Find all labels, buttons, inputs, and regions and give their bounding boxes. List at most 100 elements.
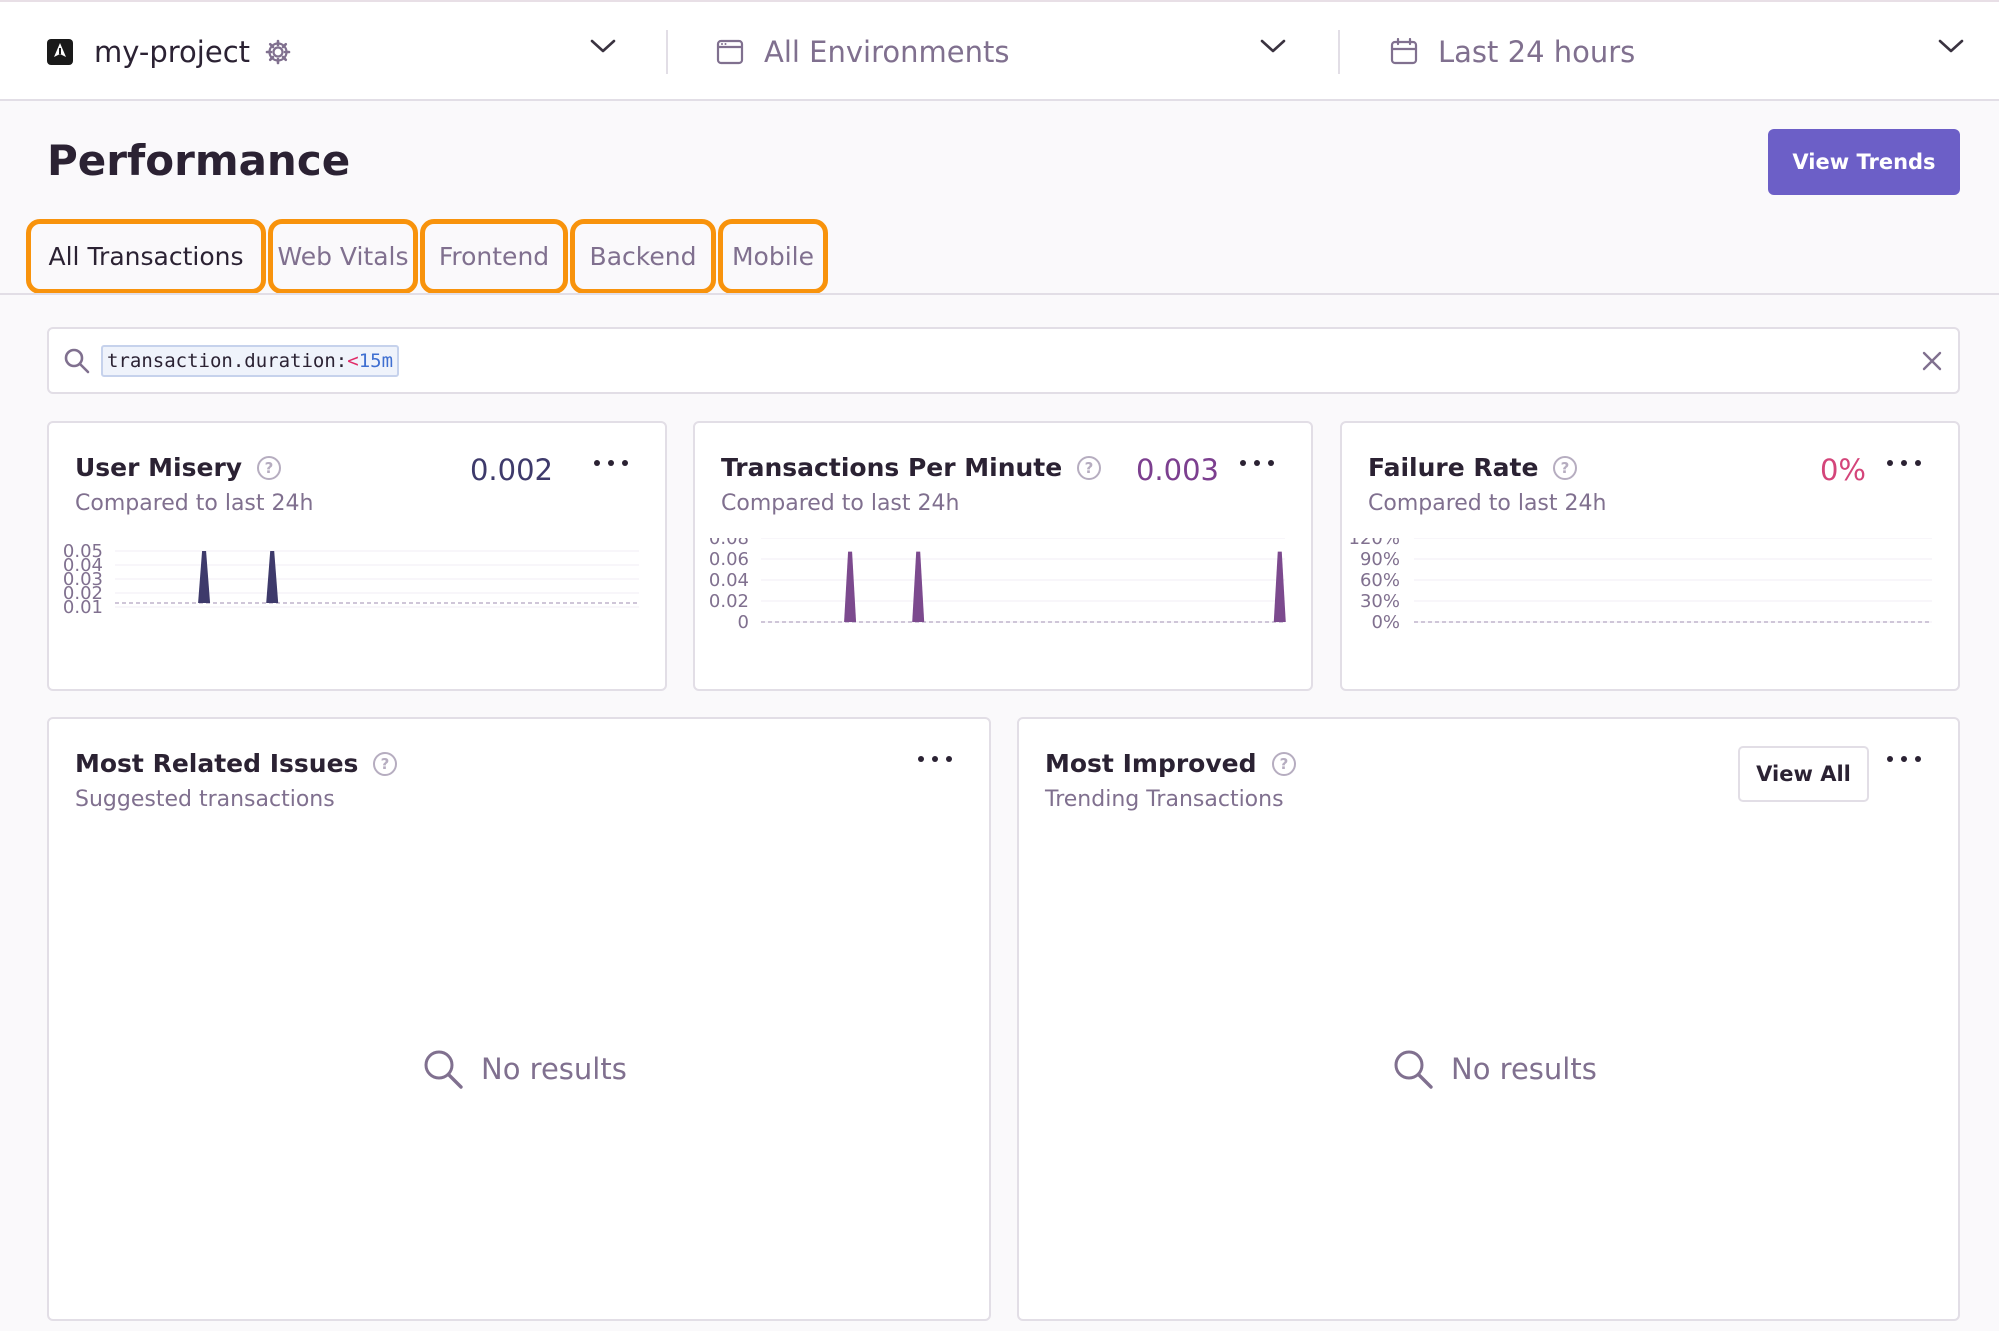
empty-state-text: No results bbox=[481, 1052, 627, 1086]
y-tick-label: 30% bbox=[1360, 591, 1400, 612]
y-tick-label: 0% bbox=[1371, 612, 1400, 633]
search-token-operator: < bbox=[347, 350, 359, 372]
most-related-issues-title: Most Related Issues bbox=[75, 749, 359, 778]
global-filter-bar: my-project All Environments Last 24 hour… bbox=[0, 0, 1999, 101]
failure-rate-value: 0% bbox=[1819, 453, 1866, 487]
tab-frontend[interactable]: Frontend bbox=[420, 219, 568, 294]
view-all-button[interactable]: View All bbox=[1738, 746, 1869, 802]
card-title: Most Related Issues ? bbox=[75, 749, 398, 778]
page-title: Performance bbox=[47, 136, 351, 185]
most-improved-card: Most Improved ? Trending Transactions Vi… bbox=[1017, 717, 1960, 1321]
series-spike bbox=[266, 551, 279, 603]
help-icon[interactable]: ? bbox=[256, 455, 282, 481]
project-name: my-project bbox=[94, 34, 251, 69]
y-tick-label: 0.04 bbox=[63, 555, 103, 576]
more-options-icon[interactable] bbox=[915, 749, 955, 769]
search-token-separator: : bbox=[335, 350, 348, 372]
tab-mobile[interactable]: Mobile bbox=[718, 219, 828, 294]
chevron-down-icon bbox=[590, 39, 616, 53]
failure-rate-chart: 120%90%60%30%0% bbox=[1349, 538, 1932, 633]
view-trends-button[interactable]: View Trends bbox=[1768, 129, 1960, 195]
y-tick-label: 0 bbox=[738, 612, 749, 633]
filter-divider bbox=[666, 30, 668, 74]
user-misery-card: User Misery ? Compared to last 24h 0.002… bbox=[47, 421, 667, 691]
user-misery-title: User Misery bbox=[75, 453, 243, 482]
user-misery-chart: 0.050.040.030.020.01 bbox=[63, 541, 639, 618]
tpm-card: Transactions Per Minute ? Compared to la… bbox=[693, 421, 1313, 691]
chevron-down-icon bbox=[1938, 39, 1964, 53]
project-selector[interactable]: my-project bbox=[46, 2, 616, 101]
series-spike bbox=[912, 551, 925, 622]
search-icon bbox=[424, 1050, 463, 1089]
tab-all-transactions[interactable]: All Transactions bbox=[26, 219, 266, 294]
svg-text:?: ? bbox=[1279, 755, 1288, 773]
close-icon[interactable] bbox=[1920, 349, 1944, 373]
search-bar[interactable]: transaction.duration:<15m bbox=[47, 327, 1960, 394]
failure-rate-card: Failure Rate ? Compared to last 24h 0% 1… bbox=[1340, 421, 1960, 691]
empty-state: No results bbox=[421, 1047, 627, 1091]
date-range-selector[interactable]: Last 24 hours bbox=[1390, 2, 1964, 101]
more-options-icon[interactable] bbox=[1237, 453, 1277, 473]
y-tick-label: 0.08 bbox=[709, 538, 749, 549]
series-spike bbox=[1273, 551, 1286, 622]
environment-label: All Environments bbox=[764, 34, 1010, 69]
tabs-divider bbox=[0, 293, 1999, 295]
help-icon[interactable]: ? bbox=[1552, 455, 1578, 481]
card-subtitle: Suggested transactions bbox=[75, 787, 335, 812]
y-tick-label: 0.06 bbox=[709, 549, 749, 570]
empty-state: No results bbox=[1391, 1047, 1597, 1091]
project-platform-icon bbox=[47, 38, 73, 65]
user-misery-value: 0.002 bbox=[469, 453, 553, 487]
svg-text:?: ? bbox=[381, 755, 390, 773]
help-icon[interactable]: ? bbox=[372, 751, 398, 777]
y-tick-label: 60% bbox=[1360, 570, 1400, 591]
chevron-down-icon bbox=[1260, 39, 1286, 53]
search-token-key: transaction.duration bbox=[107, 350, 336, 372]
svg-text:?: ? bbox=[1085, 459, 1094, 477]
environment-icon bbox=[716, 39, 744, 64]
empty-state-text: No results bbox=[1451, 1052, 1597, 1086]
tab-web-vitals[interactable]: Web Vitals bbox=[268, 219, 418, 294]
svg-text:?: ? bbox=[265, 459, 274, 477]
card-title: Failure Rate ? bbox=[1368, 453, 1578, 482]
help-icon[interactable]: ? bbox=[1076, 455, 1102, 481]
tab-backend[interactable]: Backend bbox=[570, 219, 716, 294]
tpm-title: Transactions Per Minute bbox=[721, 453, 1063, 482]
y-tick-label: 0.04 bbox=[709, 570, 749, 591]
card-subtitle: Compared to last 24h bbox=[721, 491, 960, 516]
date-range-label: Last 24 hours bbox=[1438, 34, 1636, 69]
search-icon bbox=[64, 348, 90, 374]
y-tick-label: 0.01 bbox=[63, 597, 103, 618]
y-tick-label: 0.02 bbox=[63, 583, 103, 604]
gear-icon[interactable] bbox=[264, 38, 292, 66]
card-subtitle: Compared to last 24h bbox=[75, 491, 314, 516]
filter-divider bbox=[1338, 30, 1340, 74]
card-subtitle: Trending Transactions bbox=[1045, 787, 1284, 812]
more-options-icon[interactable] bbox=[591, 453, 631, 473]
search-token[interactable]: transaction.duration:<15m bbox=[101, 345, 400, 377]
y-tick-label: 0.03 bbox=[63, 569, 103, 590]
y-tick-label: 0.05 bbox=[63, 541, 103, 562]
help-icon[interactable]: ? bbox=[1271, 751, 1297, 777]
search-icon bbox=[1394, 1050, 1433, 1089]
y-tick-label: 0.02 bbox=[709, 591, 749, 612]
most-improved-title: Most Improved bbox=[1045, 749, 1257, 778]
more-options-icon[interactable] bbox=[1884, 749, 1924, 769]
tpm-value: 0.003 bbox=[1135, 453, 1219, 487]
y-tick-label: 120% bbox=[1349, 538, 1400, 549]
search-token-value: 15m bbox=[358, 350, 394, 372]
more-options-icon[interactable] bbox=[1884, 453, 1924, 473]
y-tick-label: 90% bbox=[1360, 549, 1400, 570]
tpm-chart: 0.080.060.040.020 bbox=[709, 538, 1286, 633]
environment-selector[interactable]: All Environments bbox=[716, 2, 1286, 101]
most-related-issues-card: Most Related Issues ? Suggested transact… bbox=[47, 717, 991, 1321]
card-title: Most Improved ? bbox=[1045, 749, 1297, 778]
failure-rate-title: Failure Rate bbox=[1368, 453, 1539, 482]
card-subtitle: Compared to last 24h bbox=[1368, 491, 1607, 516]
svg-text:?: ? bbox=[1561, 459, 1570, 477]
calendar-icon bbox=[1390, 37, 1418, 64]
card-title: Transactions Per Minute ? bbox=[721, 453, 1102, 482]
series-spike bbox=[198, 551, 211, 603]
card-title: User Misery ? bbox=[75, 453, 282, 482]
series-spike bbox=[844, 551, 857, 622]
